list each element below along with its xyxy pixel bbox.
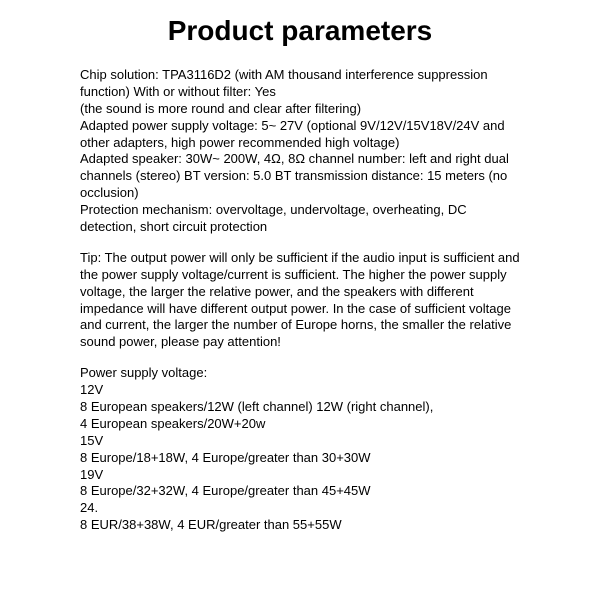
tip-paragraph: Tip: The output power will only be suffi…	[80, 250, 520, 351]
power-line: Power supply voltage:	[80, 365, 520, 382]
power-line: 8 Europe/32+32W, 4 Europe/greater than 4…	[80, 483, 520, 500]
power-line: 24.	[80, 500, 520, 517]
power-line: 8 Europe/18+18W, 4 Europe/greater than 3…	[80, 450, 520, 467]
power-line: 19V	[80, 467, 520, 484]
power-line: 15V	[80, 433, 520, 450]
specs-paragraph: Chip solution: TPA3116D2 (with AM thousa…	[80, 67, 520, 236]
document-page: Product parameters Chip solution: TPA311…	[0, 0, 600, 600]
power-line: 4 European speakers/20W+20w	[80, 416, 520, 433]
power-line: 12V	[80, 382, 520, 399]
page-title: Product parameters	[80, 15, 520, 47]
power-table: Power supply voltage:12V8 European speak…	[80, 365, 520, 534]
power-line: 8 EUR/38+38W, 4 EUR/greater than 55+55W	[80, 517, 520, 534]
power-line: 8 European speakers/12W (left channel) 1…	[80, 399, 520, 416]
